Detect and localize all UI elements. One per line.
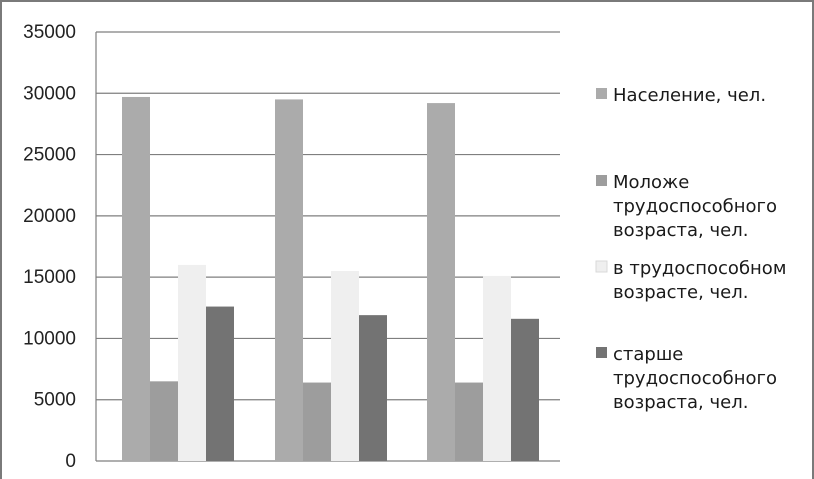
legend-label: в трудоспособном <box>613 258 786 279</box>
legend-label: трудоспособного <box>613 196 777 217</box>
legend-swatch <box>596 88 607 99</box>
legend-swatch <box>596 175 607 186</box>
bar <box>483 275 511 461</box>
bar <box>427 103 455 461</box>
bar <box>331 271 359 461</box>
bar <box>511 318 539 461</box>
bars <box>122 96 539 462</box>
y-tick-label: 15000 <box>23 267 76 288</box>
bar <box>206 306 234 461</box>
legend-label: возраста, чел. <box>613 392 748 413</box>
y-tick-label: 30000 <box>23 83 76 104</box>
bar <box>275 99 303 462</box>
bar <box>455 382 483 461</box>
legend-label: Население, чел. <box>613 85 766 106</box>
legend-label: трудоспособного <box>613 368 777 389</box>
legend-label: возрасте, чел. <box>613 282 748 303</box>
legend-label: возраста, чел. <box>613 220 748 241</box>
bar <box>303 382 331 461</box>
legend-swatch <box>596 347 607 358</box>
y-tick-label: 10000 <box>23 328 76 349</box>
legend-label: Моложе <box>613 172 689 193</box>
bar <box>178 264 206 461</box>
y-tick-label: 25000 <box>23 145 76 166</box>
legend: Население, чел. Моложе трудоспособного возр… <box>595 85 786 413</box>
legend-swatch <box>595 260 608 273</box>
y-tick-label: 0 <box>65 451 76 472</box>
bar <box>359 315 387 461</box>
bar <box>122 96 150 461</box>
y-tick-label: 20000 <box>23 206 76 227</box>
legend-label: старше <box>613 344 683 365</box>
bar <box>150 381 178 461</box>
y-tick-label: 35000 <box>23 22 76 43</box>
y-tick-label: 5000 <box>34 390 76 411</box>
y-axis: 0 5000 10000 15000 20000 25000 30000 35000 <box>23 22 97 472</box>
